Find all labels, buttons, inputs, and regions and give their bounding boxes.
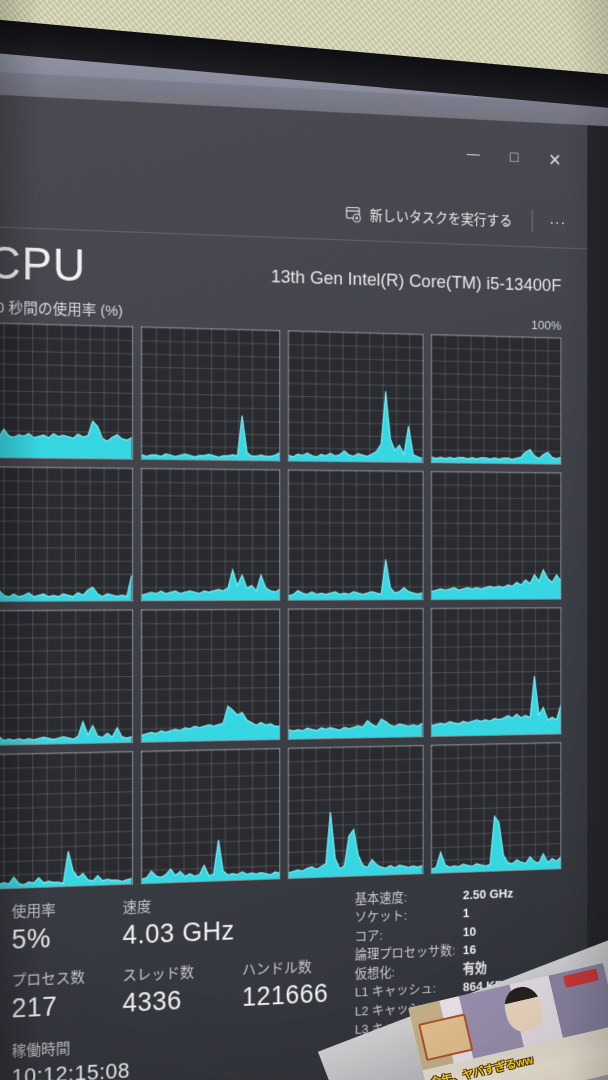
thumbnail-badge [563, 968, 599, 988]
stat-utilization: 使用率 5% [11, 902, 56, 955]
stat-threads: スレッド数 4336 [122, 964, 195, 1018]
chart-caption: 60 秒間の使用率 (%) [0, 299, 123, 320]
cpu-core-graph-4[interactable] [0, 465, 133, 602]
cpu-stats: 使用率 5% 速度 4.03 GHz プロセス数 217 スレッド数 [0, 888, 353, 1080]
monitor-screen: — □ ✕ 新しいタスクを実行する ... [0, 42, 608, 1080]
cpu-core-graph-11[interactable] [430, 606, 562, 737]
task-manager-window: — □ ✕ 新しいタスクを実行する ... [0, 94, 588, 1080]
run-new-task-button[interactable]: 新しいタスクを実行する [340, 202, 517, 231]
cpu-core-graph-1[interactable] [140, 326, 281, 462]
maximize-button[interactable]: □ [509, 149, 519, 166]
usage-sparkline [288, 331, 423, 463]
usage-sparkline [288, 746, 423, 878]
toolbar-separator [531, 209, 533, 233]
page-title: CPU [0, 236, 87, 292]
cpu-core-graph-10[interactable] [287, 607, 424, 740]
usage-sparkline [141, 469, 280, 601]
new-task-icon [346, 205, 362, 222]
cpu-performance-page: CPU 13th Gen Intel(R) Core(TM) i5-13400F… [0, 227, 587, 1080]
usage-sparkline [141, 749, 280, 884]
cpu-core-graph-0[interactable] [0, 322, 133, 460]
cpu-core-graph-2[interactable] [287, 330, 424, 464]
cpu-core-graph-8[interactable] [0, 609, 133, 746]
usage-sparkline [288, 470, 423, 600]
usage-sparkline [288, 609, 423, 739]
more-options-button[interactable]: ... [546, 211, 570, 229]
close-button[interactable]: ✕ [548, 150, 562, 170]
stat-processes: プロセス数 217 [11, 969, 85, 1024]
cpu-core-graph-13[interactable] [140, 747, 281, 885]
cpu-core-graph-6[interactable] [287, 469, 424, 601]
cpu-core-graph-15[interactable] [430, 741, 562, 874]
cpu-core-graph-9[interactable] [140, 608, 281, 743]
usage-sparkline [431, 743, 561, 873]
cpu-core-graph-5[interactable] [140, 467, 281, 602]
logical-processor-grid [0, 322, 562, 890]
processor-name: 13th Gen Intel(R) Core(TM) i5-13400F [270, 266, 562, 297]
usage-sparkline [0, 467, 132, 601]
usage-sparkline [431, 472, 561, 600]
usage-sparkline [431, 608, 561, 736]
cpu-core-graph-7[interactable] [430, 470, 562, 601]
ellipsis-icon: ... [549, 211, 567, 229]
usage-sparkline [141, 609, 280, 742]
usage-sparkline [141, 327, 280, 461]
usage-sparkline [0, 323, 132, 459]
minimize-button[interactable]: — [466, 145, 480, 162]
cpu-core-graph-12[interactable] [0, 750, 133, 890]
usage-sparkline [431, 335, 561, 464]
chart-scale-label: 100% [531, 317, 562, 333]
stat-speed: 速度 4.03 GHz [122, 898, 235, 950]
thumbnail-face [500, 983, 546, 1035]
cpu-core-graph-3[interactable] [430, 333, 562, 465]
cpu-core-graph-14[interactable] [287, 744, 424, 879]
usage-sparkline [0, 610, 132, 745]
usage-sparkline [0, 752, 132, 889]
run-new-task-label: 新しいタスクを実行する [369, 208, 513, 230]
thumbnail-panel [418, 1013, 474, 1062]
